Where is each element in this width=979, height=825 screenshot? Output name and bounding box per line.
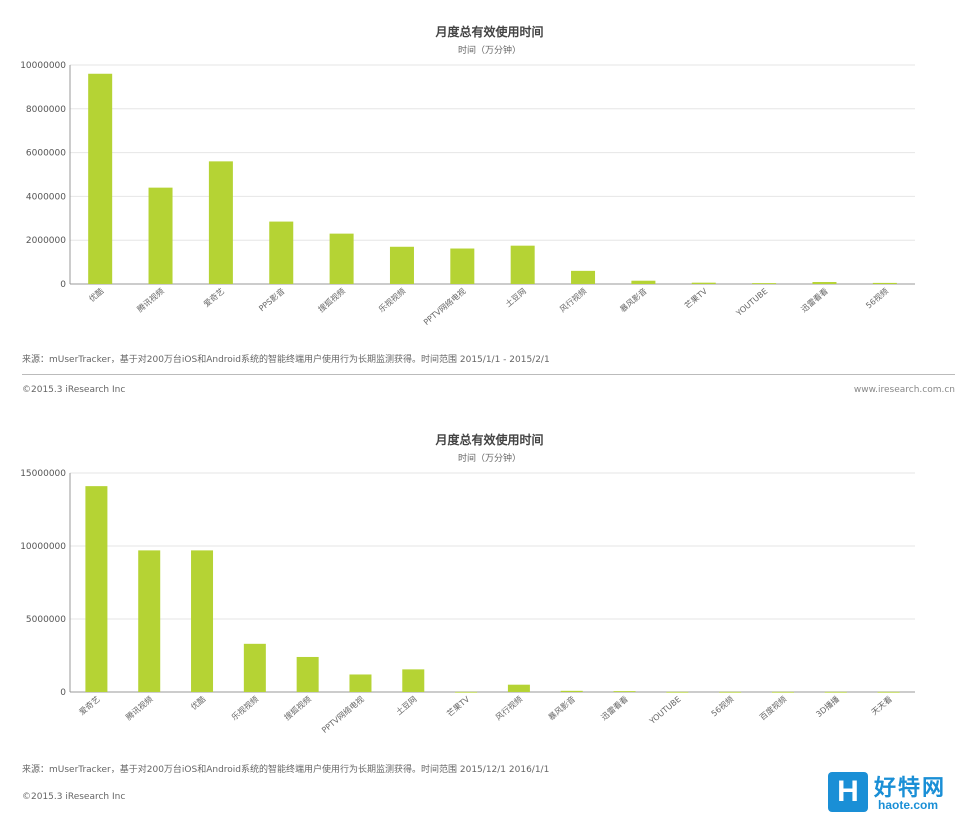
bar <box>691 282 716 284</box>
bar <box>329 233 354 284</box>
x-tick-label: 迅雷看看 <box>600 695 630 722</box>
x-tick-label: 百度视频 <box>757 694 788 722</box>
bar <box>389 246 414 284</box>
bar <box>507 684 530 692</box>
bar <box>752 283 777 284</box>
copyright: ©2015.3 iResearch Inc <box>22 385 126 395</box>
x-tick-label: 乐视视频 <box>376 286 407 314</box>
x-tick-label: 天天看 <box>870 695 894 717</box>
source-note: 来源：mUserTracker，基于对200万台iOS和Android系统的智能… <box>22 355 550 365</box>
x-tick-label: 风行视频 <box>557 286 588 314</box>
y-tick-label: 15000000 <box>20 469 66 479</box>
y-tick-label: 0 <box>60 280 66 290</box>
bar <box>450 248 475 284</box>
bar <box>719 691 742 693</box>
x-tick-label: 56视频 <box>709 694 735 718</box>
bar <box>191 550 214 692</box>
bar <box>349 674 372 692</box>
chart-subtitle: 时间（万分钟） <box>457 46 521 56</box>
footer-divider <box>22 374 955 375</box>
bar <box>402 669 425 692</box>
bar <box>560 690 583 692</box>
bar <box>208 161 233 284</box>
bar <box>666 691 689 693</box>
x-tick-label: 迅雷看看 <box>799 287 829 314</box>
x-tick-label: 芒果TV <box>682 286 709 311</box>
chart-title: 月度总有效使用时间 <box>435 25 544 39</box>
x-tick-label: 优酷 <box>87 286 106 304</box>
bar <box>877 691 900 693</box>
bar <box>85 486 108 692</box>
bar <box>824 691 847 693</box>
y-tick-label: 10000000 <box>20 542 66 552</box>
x-tick-label: 搜狐视频 <box>282 694 313 722</box>
y-tick-label: 0 <box>60 688 66 698</box>
x-tick-label: 土豆网 <box>503 286 528 309</box>
bar <box>872 282 897 284</box>
y-tick-label: 8000000 <box>26 105 66 115</box>
haote-watermark: H 好特网 haote.com <box>828 770 968 818</box>
x-tick-label: YOUTUBE <box>647 695 683 727</box>
y-tick-label: 5000000 <box>26 615 66 625</box>
bar <box>243 643 266 692</box>
chart-subtitle: 时间（万分钟） <box>457 454 521 464</box>
haote-logo-letter: H <box>837 775 859 808</box>
bar <box>510 245 535 284</box>
x-tick-label: 腾讯视频 <box>135 286 166 314</box>
haote-brand: 好特网 <box>874 776 947 801</box>
x-tick-label: 乐视视频 <box>229 694 260 722</box>
bar-chart-1: 0 2000000 4000000 6000000 8000000 10000000 优酷 腾… <box>20 61 915 327</box>
x-tick-label: YOUTUBE <box>734 287 770 319</box>
x-tick-label: 暴风影音 <box>546 694 577 722</box>
x-tick-label: 腾讯视频 <box>124 694 155 722</box>
bar <box>88 73 113 284</box>
x-tick-label: 3D播播 <box>814 694 841 719</box>
x-tick-label: PPTV网络电视 <box>421 286 467 327</box>
x-tick-label: 土豆网 <box>394 694 419 717</box>
bar-chart-2: 0 5000000 10000000 15000000 爱奇艺 腾讯视频 优酷 乐视视频 搜狐视… <box>20 469 915 735</box>
chart-panel-1: 月度总有效使用时间 时间（万分钟） 0 2000000 4000000 6000000… <box>0 0 979 405</box>
bar <box>455 691 478 693</box>
x-tick-label: 56视频 <box>864 286 890 310</box>
x-tick-label: 爱奇艺 <box>77 694 102 717</box>
x-tick-label: 爱奇艺 <box>201 286 226 309</box>
bar <box>138 550 161 692</box>
bar <box>148 187 173 284</box>
chart-panel-2: 月度总有效使用时间 时间（万分钟） 0 5000000 10000000 150000… <box>0 408 979 825</box>
x-tick-label: PPS影音 <box>257 286 287 313</box>
bar <box>812 282 837 284</box>
site-url[interactable]: www.iresearch.com.cn <box>853 385 955 395</box>
haote-logo-icon <box>828 772 868 812</box>
y-tick-label: 4000000 <box>26 192 66 202</box>
x-tick-label: 芒果TV <box>445 694 472 719</box>
bar <box>771 691 794 693</box>
x-tick-label: 优酷 <box>189 694 208 712</box>
bar <box>631 280 656 284</box>
y-tick-label: 2000000 <box>26 236 66 246</box>
copyright: ©2015.3 iResearch Inc <box>22 792 126 802</box>
y-tick-label: 6000000 <box>26 149 66 159</box>
x-tick-label: PPTV网络电视 <box>319 694 365 735</box>
x-tick-label: 搜狐视频 <box>316 286 347 314</box>
bar <box>296 656 319 692</box>
bar <box>613 691 636 692</box>
haote-domain: haote.com <box>878 798 939 812</box>
bar <box>269 221 294 284</box>
bar <box>571 270 596 284</box>
chart-title: 月度总有效使用时间 <box>435 433 544 447</box>
x-tick-label: 暴风影音 <box>618 286 649 314</box>
x-tick-label: 风行视频 <box>493 694 524 722</box>
y-tick-label: 10000000 <box>20 61 66 71</box>
source-note: 来源：mUserTracker，基于对200万台iOS和Android系统的智能… <box>22 765 550 775</box>
